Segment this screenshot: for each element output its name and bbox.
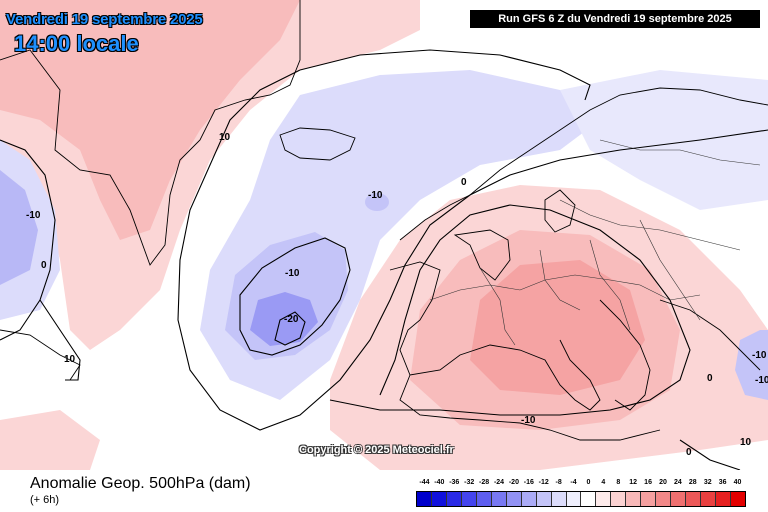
color-scale-swatch [551,492,567,506]
color-scale-label: 0 [586,479,591,486]
positive-anomaly-greenland-core [0,0,300,240]
color-scale-swatch [596,492,612,506]
color-scale-label: -44 [419,479,430,486]
color-scale-label: -8 [555,479,562,486]
color-scale-swatch [701,492,717,506]
color-scale-swatch [431,492,447,506]
color-scale-label: -24 [493,479,505,486]
negative-anomaly-atlantic-core [250,292,318,346]
color-scale-label: -36 [449,479,460,486]
contour-label: -10 [521,415,536,426]
color-scale-swatch [581,492,597,506]
color-scale-label: 20 [659,479,667,486]
color-scale-swatch [716,492,732,506]
contour-labels: 10 -10 0 -10 -10 -20 0 10 -10 -10 0 -10 … [26,132,768,458]
color-scale-swatch [491,492,507,506]
color-scale-bar [416,491,746,507]
color-scale-labels: -44 -40 -36 -32 -28 -24 -20 -16 -12 -8 -4 0 4 8 12 16 20… [416,479,752,489]
color-scale-label: -12 [538,479,549,486]
contour-label: 10 [219,132,231,143]
color-scale-label: -16 [523,479,534,486]
contour-label: 0 [707,373,713,384]
forecast-time: 14:00 locale [14,31,139,56]
color-scale-label: -4 [570,479,577,486]
color-scale-label: 16 [644,479,652,486]
contour-label: -10 [285,268,300,279]
color-scale-swatch [521,492,537,506]
color-scale-swatch [611,492,627,506]
run-info-banner: Run GFS 6 Z du Vendredi 19 septembre 202… [470,10,760,28]
color-scale-swatch [656,492,672,506]
copyright-notice: Copyright © 2025 Meteociel.fr [299,444,454,456]
anomaly-map: 10 -10 0 -10 -10 -20 0 10 -10 -10 0 -10 … [0,0,768,470]
contour-label: -10 [26,210,41,221]
coastlines [0,0,768,441]
contour-label: -20 [284,314,299,325]
color-scale-swatch [686,492,702,506]
contour-label: 0 [41,260,47,271]
color-scale-swatch [641,492,657,506]
color-scale-label: 28 [688,479,697,486]
contour-label: -10 [752,350,767,361]
color-scale-swatch [461,492,477,506]
color-scale-swatch [626,492,642,506]
color-scale-label: 24 [674,479,682,486]
forecast-offset: (+ 6h) [30,494,60,506]
negative-anomaly-scandinavia [560,70,768,210]
color-scale-label: 32 [703,479,712,486]
color-scale-label: -40 [434,479,445,486]
map-title: Anomalie Geop. 500hPa (dam) [30,475,251,492]
negative-anomaly-small [365,193,389,211]
color-scale-swatch [476,492,492,506]
color-scale-swatch [671,492,687,506]
color-scale-label: -20 [508,479,519,486]
color-scale-swatch [536,492,552,506]
color-scale-label: 8 [616,479,621,486]
color-scale-label: 4 [601,479,606,486]
color-scale-swatch [446,492,462,506]
color-scale-swatch [731,492,745,506]
color-scale-label: 36 [718,479,727,486]
color-scale-swatch [417,492,432,506]
contour-label: -10 [755,375,768,386]
color-scale-label: 12 [629,479,638,486]
contours [0,49,768,470]
negative-anomaly-west-core [0,170,38,285]
contour-label: -10 [368,190,383,201]
positive-anomaly-europe-core [470,260,645,395]
color-scale-swatch [506,492,522,506]
color-scale-legend: -44 -40 -36 -32 -28 -24 -20 -16 -12 -8 -4 0 4 8 12 16 20… [416,479,752,509]
negative-anomaly-east [735,330,768,400]
contour-label: 0 [461,177,467,188]
color-scale-label: -32 [464,479,475,486]
contour-label: 10 [740,437,752,448]
color-scale-label: 40 [733,479,742,486]
contour-label: 10 [64,354,76,365]
color-scale-swatch [566,492,582,506]
borders [429,139,761,346]
color-scale-label: -28 [479,479,490,486]
contour-label: 0 [686,447,692,458]
forecast-date: Vendredi 19 septembre 2025 [6,11,203,28]
